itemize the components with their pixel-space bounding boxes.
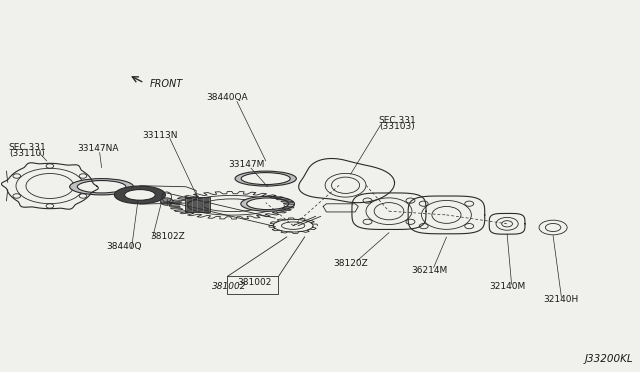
Text: 32140M: 32140M [489, 282, 525, 291]
Ellipse shape [125, 190, 156, 200]
Bar [184, 197, 210, 212]
Ellipse shape [241, 196, 294, 211]
Text: 38120Z: 38120Z [333, 259, 368, 268]
Ellipse shape [77, 180, 126, 193]
Text: 38440Q: 38440Q [106, 242, 141, 251]
Text: 33147M: 33147M [228, 160, 265, 170]
Text: SEC.331: SEC.331 [9, 143, 46, 152]
Text: FRONT: FRONT [150, 78, 183, 89]
Text: 36214M: 36214M [412, 266, 448, 275]
Text: 32140H: 32140H [544, 295, 579, 304]
Text: J33200KL: J33200KL [584, 354, 633, 364]
Ellipse shape [70, 179, 134, 195]
Ellipse shape [246, 198, 289, 209]
Circle shape [161, 198, 173, 205]
Text: SEC.331: SEC.331 [379, 116, 417, 125]
Text: 33147NA: 33147NA [77, 144, 118, 153]
Text: 38102Z: 38102Z [151, 232, 186, 241]
Ellipse shape [235, 171, 296, 186]
Text: 381002: 381002 [212, 282, 246, 291]
Text: 381002: 381002 [237, 278, 272, 287]
Text: (33103): (33103) [379, 122, 415, 131]
Text: 33113N: 33113N [143, 131, 178, 140]
Text: 38440QA: 38440QA [207, 93, 248, 102]
Ellipse shape [241, 173, 291, 185]
Bar [227, 276, 278, 294]
Ellipse shape [115, 186, 166, 204]
Text: (33110): (33110) [10, 148, 45, 158]
